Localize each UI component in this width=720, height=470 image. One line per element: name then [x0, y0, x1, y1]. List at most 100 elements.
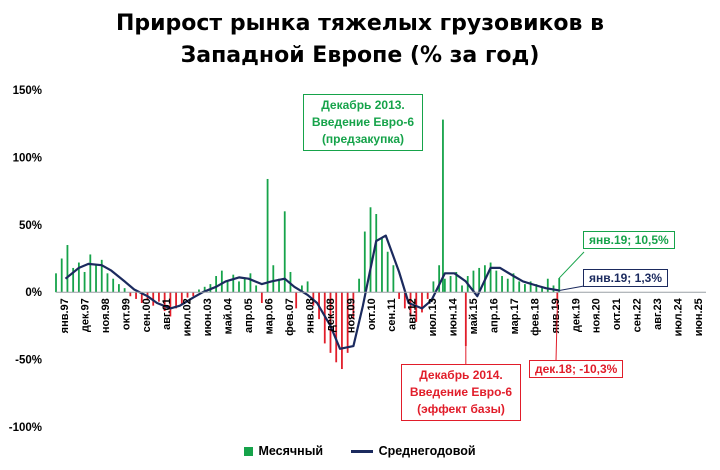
bar-monthly: [192, 292, 195, 297]
bar-monthly: [363, 231, 366, 293]
bar-monthly: [55, 273, 57, 293]
bar-monthly: [558, 278, 561, 293]
annotation-line-jan19-monthly: [558, 251, 585, 279]
legend-item-average: Среднегодовой: [350, 443, 476, 458]
bar-monthly: [198, 289, 200, 293]
bar-monthly: [478, 267, 481, 293]
bar-monthly: [341, 292, 343, 370]
bar-monthly: [272, 265, 275, 293]
bar-monthly: [358, 278, 360, 293]
annotation-dec2014-line2: Введение Евро-6: [409, 385, 513, 399]
bar-monthly: [461, 285, 463, 293]
x-tick-label: авг.01: [161, 298, 173, 330]
annotation-jan19-average: янв.19; 1,3%: [583, 269, 668, 287]
bar-monthly: [546, 278, 549, 293]
y-tick-label: 100%: [13, 152, 42, 164]
x-tick-label: дек.19: [570, 298, 582, 332]
x-tick-label: окт.21: [611, 298, 623, 330]
x-tick-label: фев.07: [284, 298, 296, 336]
bar-monthly: [426, 292, 429, 299]
bar-monthly: [135, 292, 137, 299]
chart-title-line2: Западной Европе (% за год): [180, 43, 540, 68]
x-tick-label: сен.00: [141, 298, 153, 332]
y-tick-label: 0%: [25, 287, 42, 299]
legend-label-monthly: Месячный: [258, 443, 324, 458]
bar-monthly: [266, 178, 269, 293]
x-tick-label: июн.25: [693, 298, 705, 336]
bar-monthly: [232, 274, 235, 293]
y-tick-label: 50%: [19, 220, 42, 232]
chart-title: Прирост рынка тяжелых грузовиков в Запад…: [0, 8, 720, 72]
annotation-line-dec18: [555, 306, 558, 362]
bar-monthly: [472, 270, 475, 293]
bar-monthly: [449, 276, 452, 293]
bar-monthly: [123, 288, 126, 293]
x-axis: янв.97 дек.97 ноя.98 окт.99 сен.00 авг.01 июл.…: [56, 291, 706, 336]
annotation-dec2013-line2: Введение Евро-6: [311, 115, 415, 129]
bar-monthly: [238, 281, 240, 293]
bar-monthly: [72, 267, 75, 293]
bar-monthly: [329, 292, 332, 353]
x-tick-label: окт.10: [366, 298, 378, 330]
annotation-dec2014-line1: Декабрь 2014.: [419, 368, 503, 382]
bar-monthly: [524, 284, 526, 293]
bar-monthly: [226, 280, 229, 293]
bar-monthly: [100, 259, 103, 293]
bar-monthly: [215, 276, 218, 293]
annotation-lines: [442, 119, 585, 366]
bar-monthly: [381, 238, 383, 293]
bar-monthly: [392, 265, 395, 293]
bar-monthly: [501, 276, 503, 293]
bar-monthly: [529, 281, 532, 293]
bar-monthly: [83, 271, 86, 293]
bar-monthly: [295, 292, 298, 309]
x-tick-label: июл.13: [427, 298, 439, 336]
bar-monthly: [403, 292, 406, 309]
annotation-dec2013: Декабрь 2013. Введение Евро-6 (предзакуп…: [303, 94, 423, 151]
y-axis: 150% 100% 50% 0% -50% -100%: [9, 85, 42, 434]
annotation-jan19-monthly: янв.19; 10,5%: [583, 231, 675, 249]
bar-monthly: [442, 119, 444, 293]
chart-legend: Месячный Среднегодовой: [0, 443, 720, 458]
bar-monthly: [443, 278, 446, 293]
x-tick-label: июл.02: [182, 298, 194, 336]
bar-monthly: [506, 278, 509, 293]
legend-label-average: Среднегодовой: [378, 443, 476, 458]
x-tick-label: янв.19: [550, 298, 562, 333]
line-series-average: [64, 234, 560, 350]
legend-swatch-monthly: [244, 446, 254, 456]
x-tick-label: янв.97: [59, 298, 71, 333]
annotation-dec2014-line3: (эффект базы): [417, 402, 505, 416]
bar-monthly: [352, 292, 355, 320]
bar-monthly: [535, 284, 538, 293]
x-tick-label: авг.12: [407, 298, 419, 330]
annotation-dec2013-line1: Декабрь 2013.: [321, 98, 405, 112]
legend-swatch-average: [350, 449, 373, 453]
bar-monthly: [541, 286, 543, 293]
x-tick-label: апр.05: [243, 298, 255, 333]
bar-monthly: [129, 292, 132, 297]
x-tick-label: мар.06: [264, 298, 276, 334]
bar-monthly: [169, 292, 172, 317]
annotation-line-jan19-average: [559, 285, 585, 291]
annotation-dec18: дек.18; -10,3%: [529, 360, 624, 378]
bar-monthly: [455, 271, 458, 293]
annotation-dec2014: Декабрь 2014. Введение Евро-6 (эффект ба…: [401, 364, 521, 421]
y-tick-label: -100%: [9, 422, 42, 434]
bar-monthly: [289, 271, 292, 293]
bar-monthly: [249, 273, 252, 293]
bar-monthly: [220, 270, 223, 293]
bar-monthly: [386, 251, 389, 293]
bar-monthly: [140, 292, 143, 303]
x-tick-label: сен.11: [386, 298, 398, 332]
x-tick-label: июн.03: [202, 298, 214, 336]
bar-monthly: [556, 292, 559, 307]
bar-monthly: [95, 265, 97, 293]
bar-monthly: [495, 270, 498, 293]
annotation-dec2013-line3: (предзакупка): [321, 132, 405, 146]
bar-monthly: [158, 292, 160, 302]
bar-monthly: [489, 262, 492, 293]
chart-title-line1: Прирост рынка тяжелых грузовиков в: [115, 11, 605, 36]
bar-monthly: [346, 292, 349, 353]
x-tick-label: янв.08: [304, 298, 316, 333]
